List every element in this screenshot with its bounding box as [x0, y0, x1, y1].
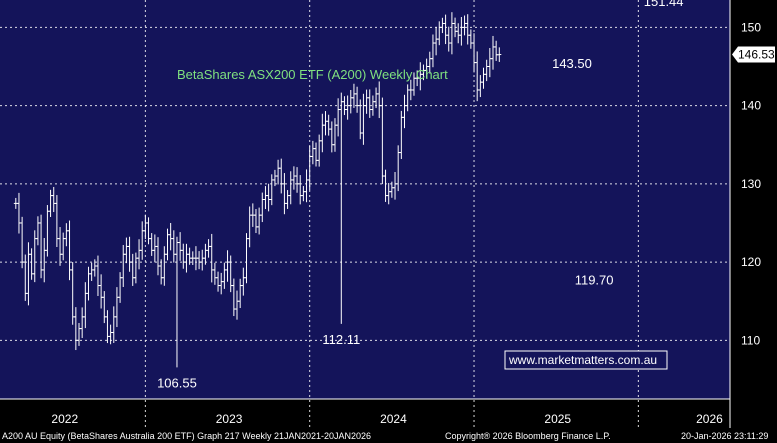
footer-right: 20-Jan-2026 23:11:29: [681, 431, 768, 441]
chart-title: BetaShares ASX200 ETF (A200) Weekly Char…: [177, 67, 448, 82]
annotation-label: 112.11: [322, 332, 360, 347]
x-tick-label-2025: 2025: [544, 412, 571, 426]
last-price-label: 146.53: [732, 46, 775, 63]
last-price-box: [732, 46, 775, 63]
x-tick-label-2024: 2024: [380, 412, 407, 426]
plot-area: [0, 0, 730, 399]
annotation-label: 143.50: [552, 56, 592, 71]
footer-bar: [0, 428, 777, 443]
y-tick-label: 130: [741, 177, 761, 191]
annotation-label: 151.44: [644, 0, 684, 9]
y-tick-label: 140: [741, 99, 761, 113]
y-tick-label: 120: [741, 255, 761, 269]
url-link[interactable]: www.marketmatters.com.au: [508, 353, 657, 367]
x-tick-label-2023: 2023: [216, 412, 243, 426]
annotations-layer: 106.55 112.11 143.50 119.70 151.44: [157, 0, 683, 390]
footer-left: A200 AU Equity (BetaShares Australia 200…: [2, 431, 371, 441]
footer-center: Copyright® 2026 Bloomberg Finance L.P.: [445, 431, 611, 441]
x-tick-label-2026: 2026: [696, 412, 723, 426]
url-box[interactable]: www.marketmatters.com.au: [504, 350, 668, 370]
url-box-frame: [504, 350, 668, 370]
last-price-text: 146.53: [738, 48, 775, 62]
ohlc-bar: [497, 47, 502, 62]
annotation-label: 106.55: [157, 375, 197, 390]
axis-layer: 110 120 130 140 150 2022 2023 2024 2025 2026: [0, 0, 761, 428]
y-tick-label: 150: [741, 20, 761, 34]
x-tick-label-2022: 2022: [51, 412, 78, 426]
ohlc-bars-layer: [13, 12, 502, 368]
annotation-label: 119.70: [575, 272, 614, 287]
y-tick-label: 110: [741, 333, 760, 347]
